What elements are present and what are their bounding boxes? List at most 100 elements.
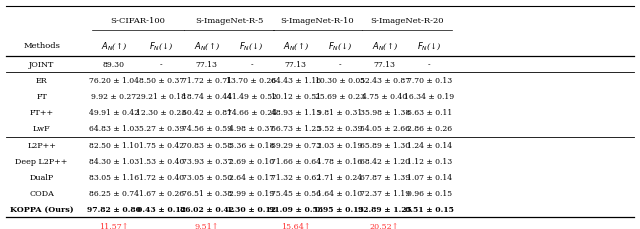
- Text: FT: FT: [36, 93, 47, 101]
- Text: $A_N$(↑): $A_N$(↑): [372, 40, 397, 52]
- Text: 92.89 ± 1.25: 92.89 ± 1.25: [358, 205, 412, 213]
- Text: 0.43 ± 0.12: 0.43 ± 0.12: [137, 205, 186, 213]
- Text: S-ImageNet-R-20: S-ImageNet-R-20: [371, 17, 444, 25]
- Text: 82.50 ± 1.10: 82.50 ± 1.10: [89, 141, 139, 149]
- Text: 72.37 ± 1.19: 72.37 ± 1.19: [360, 189, 410, 197]
- Text: 0.51 ± 0.15: 0.51 ± 0.15: [405, 205, 454, 213]
- Text: $A_N$(↑): $A_N$(↑): [194, 40, 220, 52]
- Text: LwF: LwF: [33, 125, 51, 133]
- Text: 10.30 ± 0.05: 10.30 ± 0.05: [315, 77, 365, 85]
- Text: -: -: [339, 61, 341, 69]
- Text: 29.21 ± 0.18: 29.21 ± 0.18: [136, 93, 186, 101]
- Text: 3.52 ± 0.39: 3.52 ± 0.39: [317, 125, 362, 133]
- Text: 71.32 ± 0.62: 71.32 ± 0.62: [271, 173, 321, 181]
- Text: $A_N$(↑): $A_N$(↑): [101, 40, 127, 52]
- Text: 12.30 ± 0.23: 12.30 ± 0.23: [136, 109, 186, 117]
- Text: 9.51↑: 9.51↑: [195, 223, 219, 229]
- Text: 49.91 ± 0.42: 49.91 ± 0.42: [89, 109, 139, 117]
- Text: $F_N$(↓): $F_N$(↓): [417, 40, 442, 52]
- Text: 73.05 ± 0.50: 73.05 ± 0.50: [182, 173, 232, 181]
- Text: 77.13: 77.13: [374, 61, 396, 69]
- Text: 0.96 ± 0.15: 0.96 ± 0.15: [407, 189, 452, 197]
- Text: S-ImageNet-R-5: S-ImageNet-R-5: [195, 17, 263, 25]
- Text: 10.12 ± 0.51: 10.12 ± 0.51: [271, 93, 321, 101]
- Text: 64.83 ± 1.03: 64.83 ± 1.03: [89, 125, 139, 133]
- Text: 20.52↑: 20.52↑: [370, 223, 399, 229]
- Text: 3.36 ± 0.18: 3.36 ± 0.18: [229, 141, 274, 149]
- Text: 1.07 ± 0.14: 1.07 ± 0.14: [407, 173, 452, 181]
- Text: 1.71 ± 0.24: 1.71 ± 0.24: [317, 173, 362, 181]
- Text: 1.72 ± 0.40: 1.72 ± 0.40: [139, 173, 184, 181]
- Text: 71.66 ± 0.64: 71.66 ± 0.64: [271, 157, 321, 165]
- Text: 16.34 ± 0.19: 16.34 ± 0.19: [404, 93, 454, 101]
- Text: S-ImageNet-R-10: S-ImageNet-R-10: [280, 17, 355, 25]
- Text: 54.05 ± 2.66: 54.05 ± 2.66: [360, 125, 410, 133]
- Text: 83.05 ± 1.16: 83.05 ± 1.16: [89, 173, 139, 181]
- Text: 77.13: 77.13: [196, 61, 218, 69]
- Text: Methods: Methods: [23, 42, 60, 50]
- Text: 60.42 ± 0.87: 60.42 ± 0.87: [182, 109, 232, 117]
- Text: 9.81 ± 0.31: 9.81 ± 0.31: [317, 109, 362, 117]
- Text: 77.13: 77.13: [285, 61, 307, 69]
- Text: ER: ER: [36, 77, 47, 85]
- Text: 67.87 ± 1.39: 67.87 ± 1.39: [360, 173, 410, 181]
- Text: Deep L2P++: Deep L2P++: [15, 157, 68, 165]
- Text: -: -: [250, 61, 253, 69]
- Text: 65.89 ± 1.30: 65.89 ± 1.30: [360, 141, 410, 149]
- Text: 2.86 ± 0.26: 2.86 ± 0.26: [407, 125, 452, 133]
- Text: 70.83 ± 0.58: 70.83 ± 0.58: [182, 141, 232, 149]
- Text: 1.30 ± 0.12: 1.30 ± 0.12: [227, 205, 276, 213]
- Text: 1.24 ± 0.14: 1.24 ± 0.14: [407, 141, 452, 149]
- Text: 76.20 ± 1.04: 76.20 ± 1.04: [89, 77, 139, 85]
- Text: 7.70 ± 0.13: 7.70 ± 0.13: [407, 77, 452, 85]
- Text: 68.42 ± 1.20: 68.42 ± 1.20: [360, 157, 410, 165]
- Text: 4.75 ± 0.40: 4.75 ± 0.40: [362, 93, 407, 101]
- Text: 75.45 ± 0.56: 75.45 ± 0.56: [271, 189, 321, 197]
- Text: 6.63 ± 0.11: 6.63 ± 0.11: [407, 109, 452, 117]
- Text: L2P++: L2P++: [27, 141, 56, 149]
- Text: 76.51 ± 0.38: 76.51 ± 0.38: [182, 189, 232, 197]
- Text: 86.02 ± 0.42: 86.02 ± 0.42: [180, 205, 234, 213]
- Text: 1.64 ± 0.10: 1.64 ± 0.10: [317, 189, 362, 197]
- Text: $A_N$(↑): $A_N$(↑): [283, 40, 308, 52]
- Text: 25.69 ± 0.23: 25.69 ± 0.23: [315, 93, 365, 101]
- Text: 66.73 ± 1.25: 66.73 ± 1.25: [271, 125, 321, 133]
- Text: S-CIFAR-100: S-CIFAR-100: [110, 17, 165, 25]
- Text: 86.25 ± 0.74: 86.25 ± 0.74: [89, 189, 139, 197]
- Text: FT++: FT++: [29, 109, 54, 117]
- Text: -: -: [428, 61, 431, 69]
- Text: 5.27 ± 0.39: 5.27 ± 0.39: [139, 125, 184, 133]
- Text: 2.03 ± 0.19: 2.03 ± 0.19: [317, 141, 362, 149]
- Text: 0.95 ± 0.13: 0.95 ± 0.13: [316, 205, 364, 213]
- Text: 74.56 ± 0.59: 74.56 ± 0.59: [182, 125, 232, 133]
- Text: 48.93 ± 1.15: 48.93 ± 1.15: [271, 109, 321, 117]
- Text: 14.66 ± 0.24: 14.66 ± 0.24: [227, 109, 276, 117]
- Text: 52.43 ± 0.87: 52.43 ± 0.87: [360, 77, 410, 85]
- Text: 2.64 ± 0.17: 2.64 ± 0.17: [229, 173, 274, 181]
- Text: $F_N$(↓): $F_N$(↓): [239, 40, 264, 52]
- Text: -: -: [160, 61, 163, 69]
- Text: 64.43 ± 1.16: 64.43 ± 1.16: [271, 77, 321, 85]
- Text: 84.30 ± 1.03: 84.30 ± 1.03: [89, 157, 139, 165]
- Text: 69.29 ± 0.73: 69.29 ± 0.73: [271, 141, 321, 149]
- Text: 89.30: 89.30: [103, 61, 125, 69]
- Text: $F_N$(↓): $F_N$(↓): [328, 40, 352, 52]
- Text: KOPPA (Ours): KOPPA (Ours): [10, 205, 74, 213]
- Text: 11.57↑: 11.57↑: [99, 223, 129, 229]
- Text: 35.98 ± 1.38: 35.98 ± 1.38: [360, 109, 410, 117]
- Text: 13.70 ± 0.26: 13.70 ± 0.26: [227, 77, 276, 85]
- Text: 1.78 ± 0.16: 1.78 ± 0.16: [317, 157, 362, 165]
- Text: 18.74 ± 0.44: 18.74 ± 0.44: [182, 93, 232, 101]
- Text: DualP: DualP: [29, 173, 54, 181]
- Text: JOINT: JOINT: [29, 61, 54, 69]
- Text: 1.53 ± 0.40: 1.53 ± 0.40: [139, 157, 184, 165]
- Text: 1.67 ± 0.26: 1.67 ± 0.26: [139, 189, 184, 197]
- Text: 71.72 ± 0.71: 71.72 ± 0.71: [182, 77, 232, 85]
- Text: 2.69 ± 0.10: 2.69 ± 0.10: [229, 157, 274, 165]
- Text: 73.93 ± 0.37: 73.93 ± 0.37: [182, 157, 232, 165]
- Text: CODA: CODA: [29, 189, 54, 197]
- Text: 8.50 ± 0.37: 8.50 ± 0.37: [139, 77, 184, 85]
- Text: 9.92 ± 0.27: 9.92 ± 0.27: [92, 93, 136, 101]
- Text: 41.49 ± 0.52: 41.49 ± 0.52: [227, 93, 276, 101]
- Text: 1.12 ± 0.13: 1.12 ± 0.13: [407, 157, 452, 165]
